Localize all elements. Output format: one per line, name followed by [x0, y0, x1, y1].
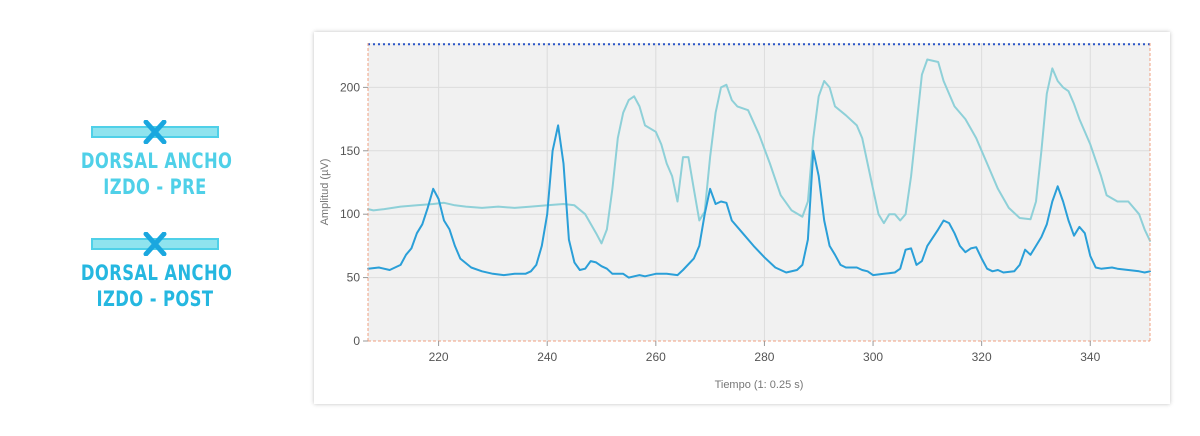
x-tick-label: 280 [754, 350, 774, 364]
series-group [367, 58, 1151, 279]
y-tick-label: 200 [340, 80, 360, 94]
legend-pre: DORSAL ANCHO IZDO - PRE [60, 120, 250, 200]
plot-area [368, 43, 1150, 341]
x-tick-label: 300 [863, 350, 883, 364]
series-line-2 [367, 124, 1151, 279]
x-tick-label: 320 [972, 350, 992, 364]
x-tick-label: 340 [1080, 350, 1100, 364]
grid [368, 43, 1150, 341]
chart-card: 220 240 260 280 300 320 340 0 50 100 150 200 Tiemp… [314, 32, 1170, 404]
x-tick-label: 240 [537, 350, 557, 364]
y-tick-label: 150 [340, 144, 360, 158]
y-tick-label: 100 [340, 207, 360, 221]
legend-post: DORSAL ANCHO IZDO - POST [60, 232, 250, 312]
y-tick-label: 0 [353, 334, 360, 348]
legend-pre-label: DORSAL ANCHO IZDO - PRE [80, 148, 233, 200]
emg-line-chart: 220 240 260 280 300 320 340 0 50 100 150 200 Tiemp… [319, 43, 1151, 391]
y-axis-title: Amplitud (µV) [319, 159, 331, 226]
legend-post-label: DORSAL ANCHO IZDO - POST [80, 260, 233, 312]
legend-pre-line2: IZDO - PRE [103, 175, 207, 199]
legend-post-line1: DORSAL ANCHO [80, 261, 233, 285]
plot-frame [367, 43, 1151, 342]
x-tick-label: 220 [429, 350, 449, 364]
y-axis: 0 50 100 150 200 [340, 80, 368, 348]
x-axis-title: Tiempo (1: 0.25 s) [715, 379, 804, 391]
series-line-1 [367, 58, 1151, 245]
y-tick-label: 50 [347, 271, 361, 285]
legend-pre-line1: DORSAL ANCHO [80, 149, 233, 173]
line-with-x-icon [91, 232, 219, 256]
x-tick-label: 260 [646, 350, 666, 364]
legend-post-line2: IZDO - POST [96, 287, 214, 311]
line-with-x-icon [91, 120, 219, 144]
x-axis: 220 240 260 280 300 320 340 [429, 341, 1101, 364]
